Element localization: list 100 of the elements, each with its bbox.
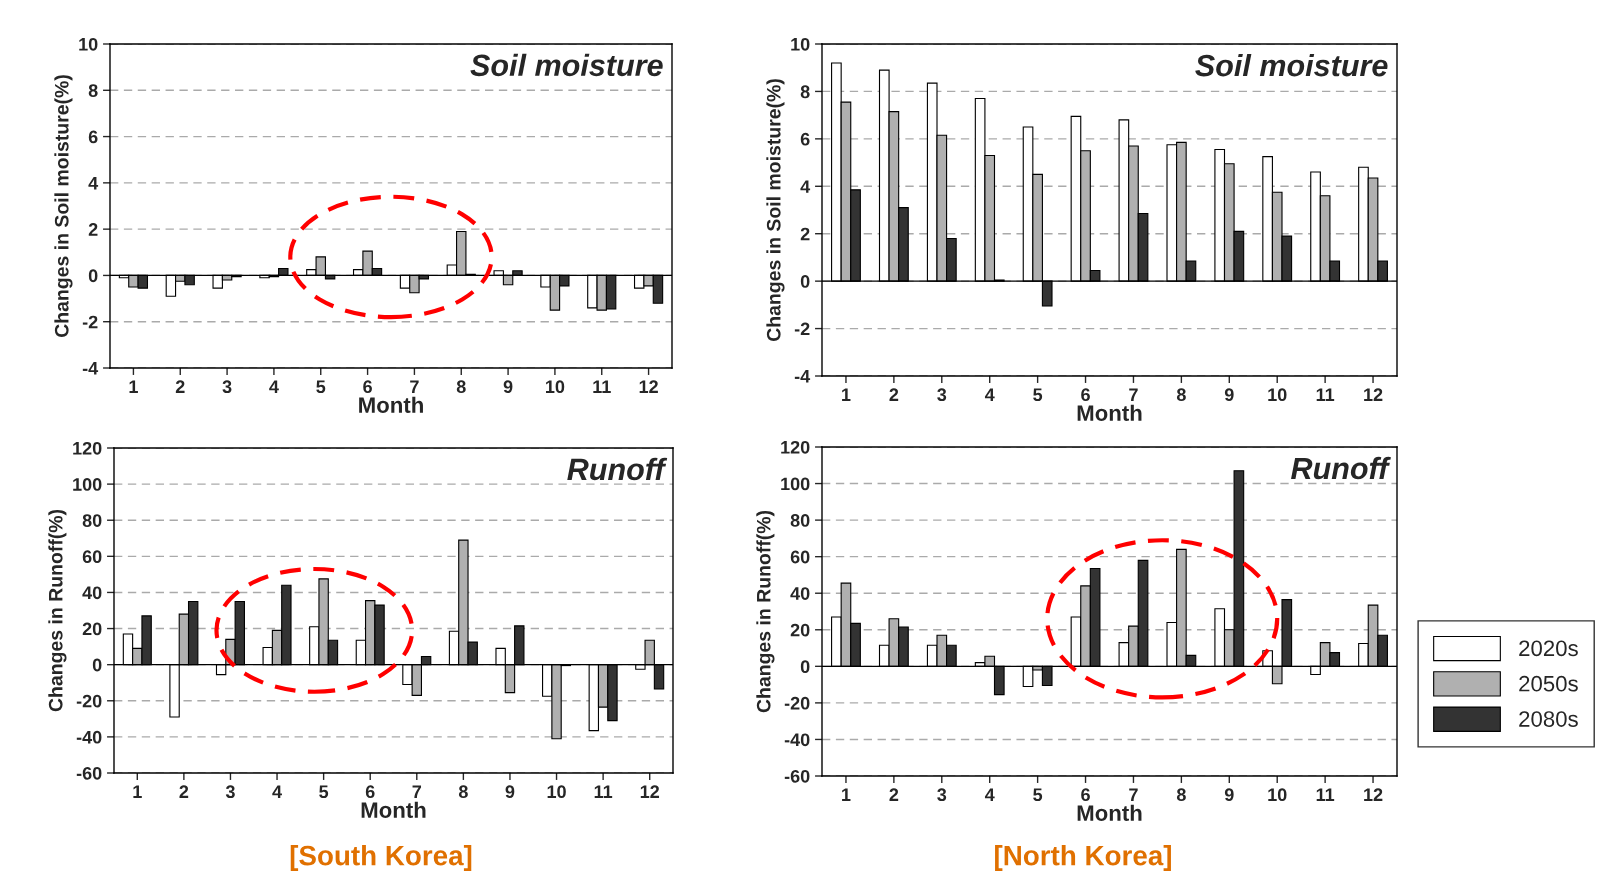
x-tick-label: 7	[1129, 388, 1138, 401]
x-tick-label: 7	[410, 380, 419, 393]
x-tick-label: 2	[889, 388, 899, 401]
y-tick-label: 80	[790, 514, 810, 527]
y-tick-label: 120	[781, 440, 810, 454]
x-tick-label: 4	[984, 788, 995, 801]
y-tick-label: -40	[76, 730, 102, 744]
y-axis-title: Changes in Soil moisture(%)	[54, 75, 73, 337]
x-tick-label: 4	[272, 785, 282, 798]
y-tick-label: 20	[790, 623, 810, 637]
y-tick-label: 40	[82, 586, 102, 600]
y-tick-label: 4	[88, 176, 99, 190]
legend-label: 2080s	[1519, 711, 1578, 727]
x-tick-label: 11	[594, 785, 613, 798]
x-tick-label: 2	[179, 785, 189, 798]
x-tick-label: 3	[222, 380, 232, 394]
x-tick-label: 5	[316, 380, 326, 394]
y-tick-label: -40	[784, 733, 810, 747]
x-tick-label: 6	[365, 785, 375, 799]
x-tick-label: 2	[889, 788, 899, 801]
x-tick-label: 1	[842, 388, 851, 401]
y-tick-label: 0	[88, 269, 98, 283]
x-axis-title: Month	[359, 396, 423, 413]
y-tick-label: 80	[82, 514, 102, 527]
x-tick-label: 8	[458, 785, 468, 799]
y-tick-label: 20	[82, 622, 102, 636]
x-tick-label: 7	[412, 785, 422, 798]
x-tick-label: 8	[1176, 788, 1186, 802]
y-tick-label: 40	[790, 587, 810, 600]
y-tick-label: 120	[73, 441, 102, 455]
x-tick-label: 9	[503, 380, 513, 394]
x-axis-title: Month	[1077, 804, 1142, 821]
x-tick-label: 6	[1081, 388, 1090, 402]
y-tick-label: -20	[76, 694, 102, 708]
text: [North Korea]	[995, 845, 1171, 871]
chart-title: Soil moisture	[1195, 53, 1388, 77]
x-tick-label: 2	[175, 380, 185, 393]
y-axis-title: Changes in Runoff(%)	[48, 509, 67, 712]
y-tick-label: 2	[800, 227, 810, 241]
y-tick-label: 60	[790, 550, 810, 564]
x-axis-title: Month	[361, 801, 426, 818]
legend-label: 2050s	[1519, 675, 1578, 692]
y-tick-label: -4	[82, 362, 99, 375]
x-tick-label: 8	[1176, 388, 1186, 402]
x-tick-label: 3	[937, 788, 947, 802]
x-tick-label: 8	[456, 380, 466, 394]
x-tick-label: 11	[593, 380, 611, 393]
x-tick-label: 12	[1364, 788, 1383, 801]
y-tick-label: 6	[88, 130, 98, 144]
x-tick-label: 3	[225, 785, 235, 799]
y-axis-title: Changes in Runoff(%)	[756, 510, 775, 713]
x-tick-label: 10	[1268, 388, 1287, 402]
y-tick-label: 100	[73, 478, 102, 491]
y-tick-label: -20	[784, 696, 810, 710]
y-tick-label: 100	[781, 477, 810, 491]
y-tick-label: 10	[79, 37, 98, 51]
y-tick-label: 8	[800, 85, 810, 99]
x-tick-label: 4	[269, 380, 279, 393]
x-tick-label: 11	[1316, 788, 1335, 801]
legend-label: 2020s	[1519, 640, 1578, 657]
chart-title: Runoff	[1291, 456, 1391, 480]
x-tick-label: 5	[1033, 388, 1043, 402]
x-tick-label: 12	[639, 380, 658, 393]
x-tick-label: 3	[937, 388, 947, 402]
y-tick-label: -4	[794, 370, 811, 383]
x-tick-label: 12	[640, 785, 660, 798]
x-tick-label: 9	[1224, 788, 1234, 802]
y-tick-label: -2	[794, 322, 810, 336]
text: [South Korea]	[290, 845, 472, 871]
y-tick-label: 10	[791, 37, 810, 51]
x-tick-label: 9	[1224, 388, 1234, 402]
x-tick-label: 11	[1316, 388, 1335, 401]
y-tick-label: 6	[800, 132, 810, 146]
y-tick-label: -60	[76, 766, 102, 780]
x-tick-label: 1	[129, 380, 138, 393]
y-tick-label: 60	[82, 550, 102, 564]
y-axis-title: Changes in Soil moisture(%)	[766, 79, 785, 341]
y-tick-label: 4	[800, 180, 811, 193]
x-tick-label: 5	[1033, 788, 1043, 802]
x-tick-label: 1	[842, 788, 851, 801]
y-tick-label: 0	[800, 275, 810, 288]
chart-title: Soil moisture	[470, 53, 663, 77]
x-tick-label: 10	[1268, 788, 1287, 802]
x-tick-label: 1	[133, 785, 142, 798]
chart-title: Runoff	[567, 457, 668, 481]
x-tick-label: 4	[984, 388, 995, 401]
y-tick-label: 0	[800, 660, 810, 674]
x-tick-label: 5	[319, 785, 329, 799]
x-tick-label: 6	[1081, 788, 1090, 802]
x-tick-label: 10	[547, 785, 566, 799]
y-tick-label: 0	[92, 658, 102, 672]
x-tick-label: 6	[363, 380, 372, 394]
y-tick-label: 8	[88, 84, 98, 98]
y-tick-label: -2	[82, 315, 98, 329]
x-tick-label: 10	[546, 380, 565, 394]
y-tick-label: -60	[784, 769, 810, 783]
x-tick-label: 9	[505, 785, 515, 799]
x-axis-title: Month	[1077, 404, 1142, 421]
x-tick-label: 12	[1364, 388, 1383, 401]
x-tick-label: 7	[1129, 788, 1138, 801]
